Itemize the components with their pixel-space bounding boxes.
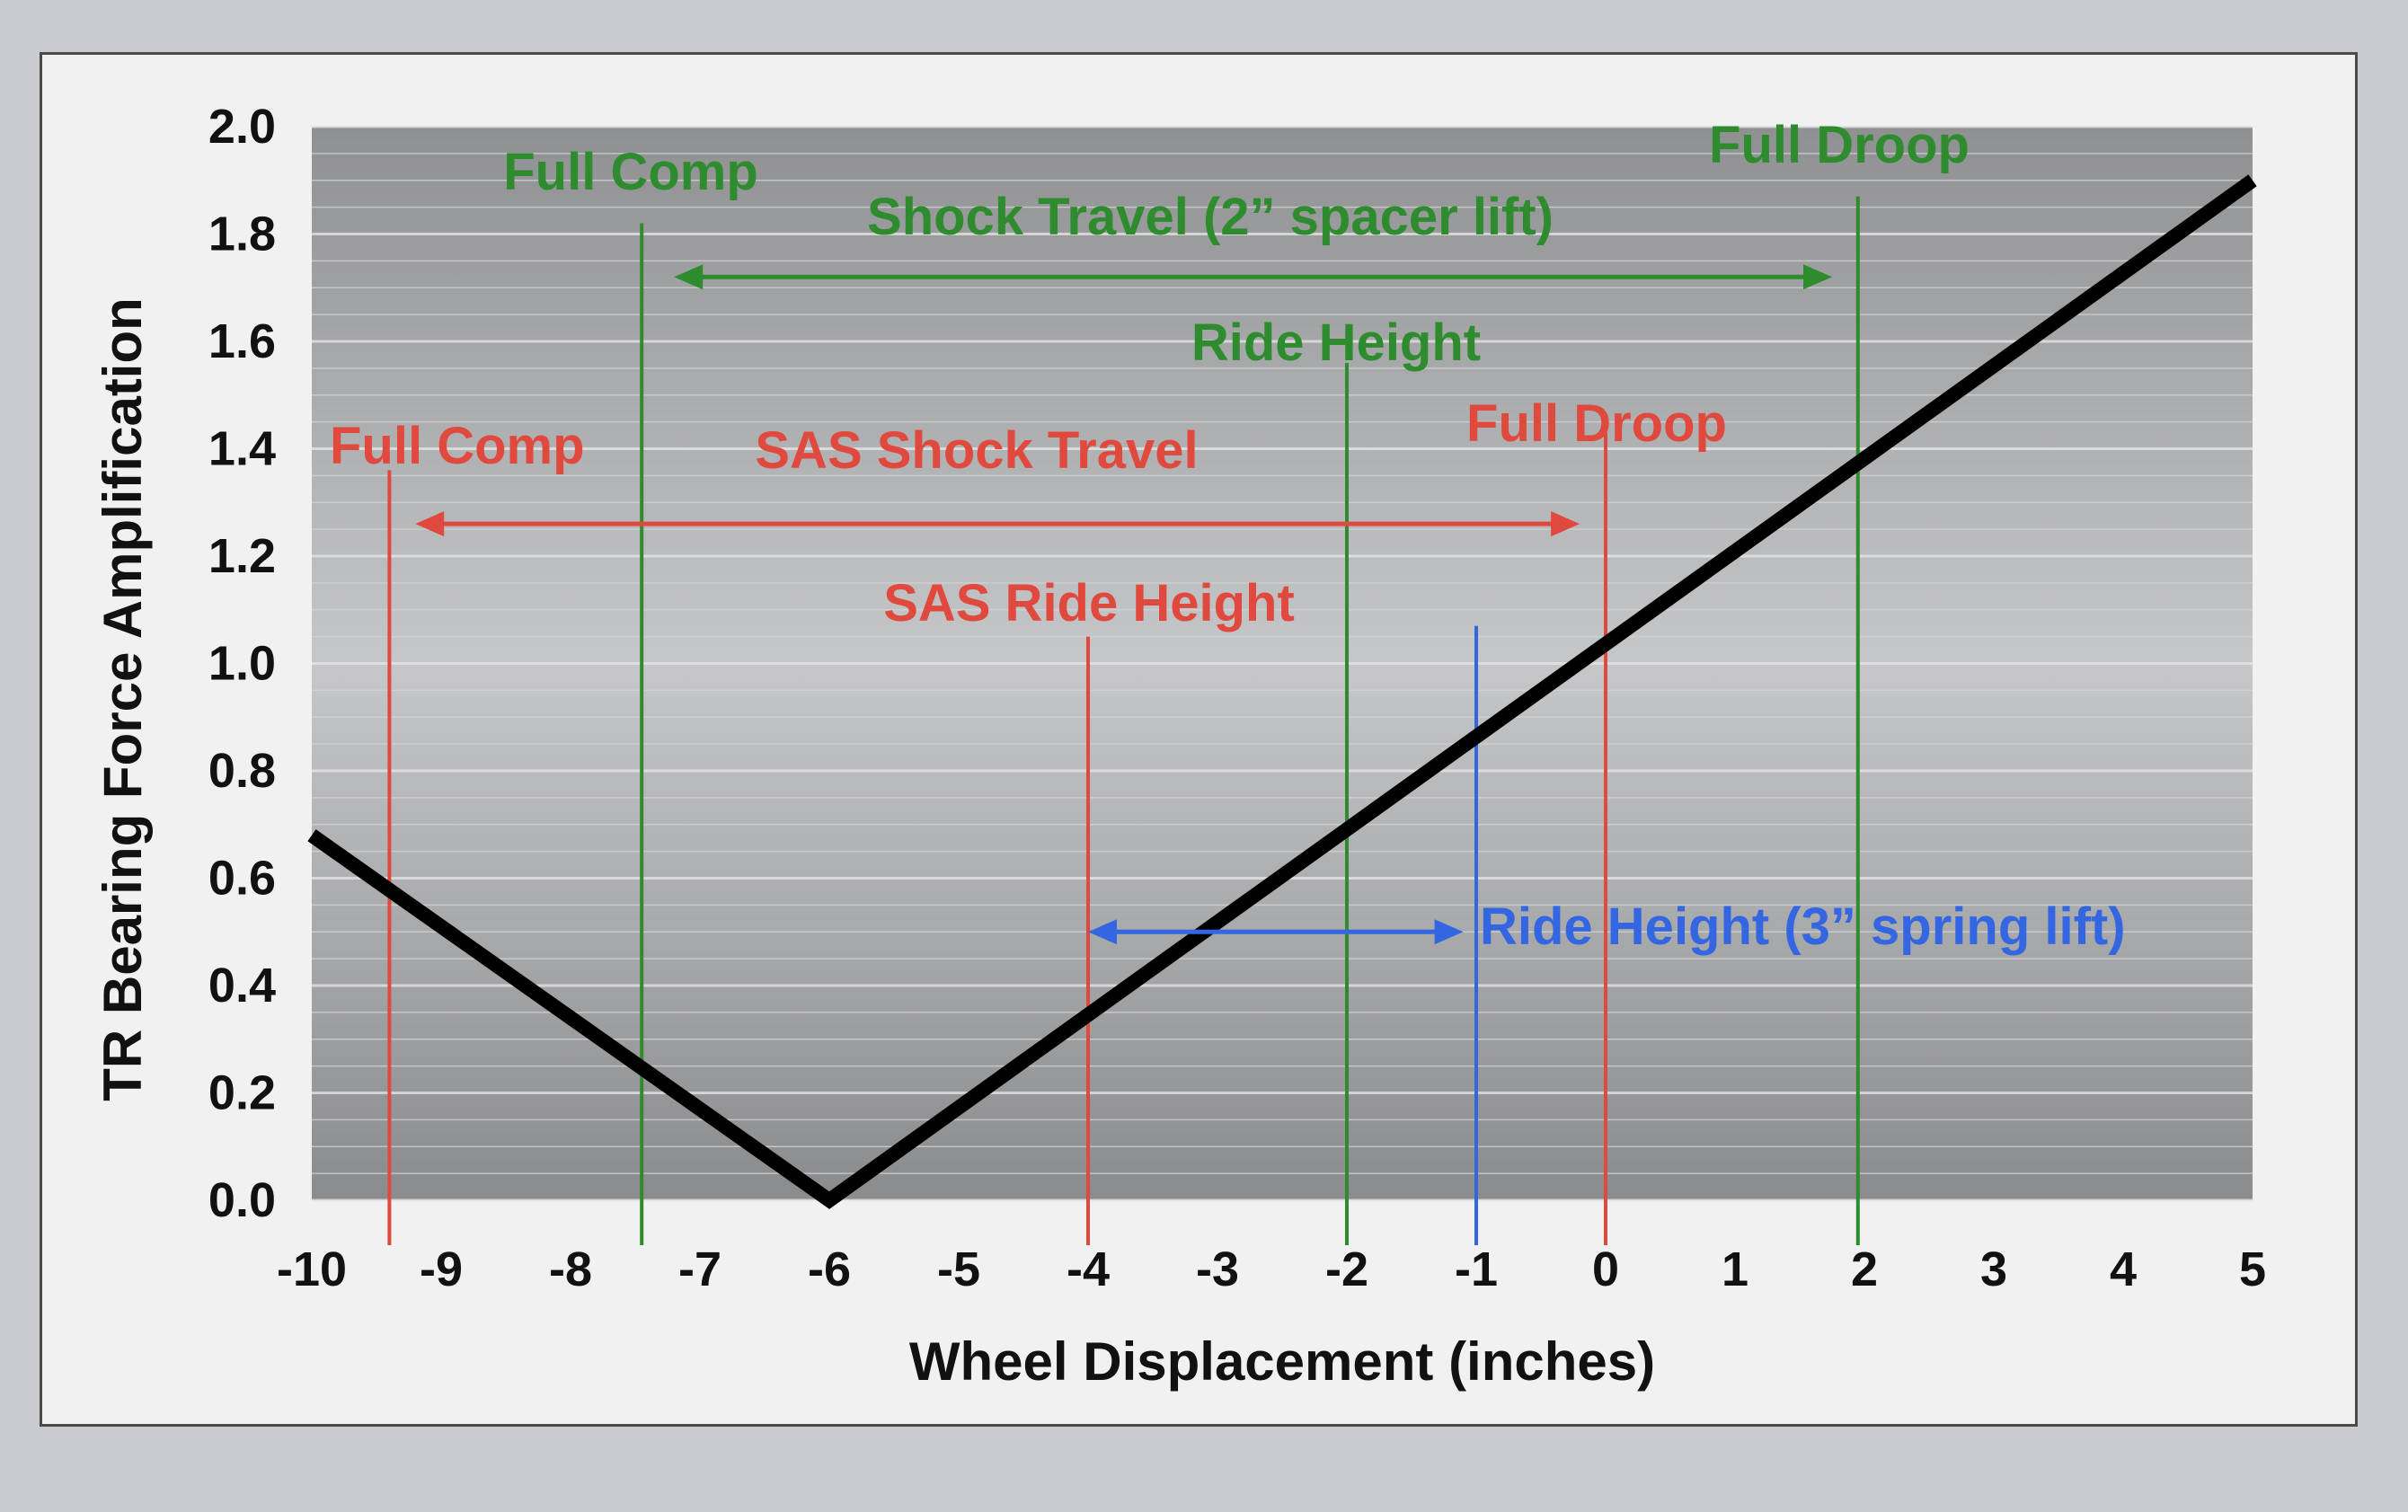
- y-tick-label: 2.0: [208, 100, 276, 154]
- annotation-label: Ride Height: [1191, 314, 1481, 372]
- x-tick-label: -5: [937, 1242, 980, 1296]
- y-tick-label: 0.4: [208, 959, 276, 1012]
- y-tick-label: 1.0: [208, 637, 276, 691]
- chart-svg: 0.00.20.40.60.81.01.21.41.61.82.0 -10 -9-…: [93, 100, 2266, 1392]
- x-tick-label: -1: [1455, 1242, 1498, 1296]
- y-tick-label: 0.2: [208, 1066, 276, 1120]
- arrow-head-left: [1088, 919, 1117, 945]
- x-tick-label: -2: [1325, 1242, 1368, 1296]
- x-tick-label: -3: [1196, 1242, 1239, 1296]
- arrow-head-right: [1803, 264, 1832, 290]
- annotation-label: Full Comp: [330, 417, 585, 475]
- x-tick-label: 4: [2110, 1242, 2137, 1296]
- x-tick-label: -4: [1067, 1242, 1110, 1296]
- arrow-head-right: [1551, 511, 1580, 537]
- chart-frame: 0.0 0.2 0.4 0.6 0.8 1.0 1.2 1.4 1.6 1.8 2.0 -10 -9-…: [40, 52, 2358, 1427]
- x-tick-label: -8: [549, 1242, 592, 1296]
- x-tick-label: 5: [2239, 1242, 2266, 1296]
- annotation-label: SAS Ride Height: [883, 574, 1295, 632]
- annotation-label: Shock Travel (2” spacer lift): [867, 188, 1554, 246]
- series-line: [307, 174, 2257, 1209]
- arrow-head-left: [415, 511, 445, 537]
- annotation-label: SAS Shock Travel: [755, 421, 1198, 480]
- annotation-labels: Full Comp SAS Ride Height Full Droop Full C…: [330, 116, 2126, 956]
- y-tick-label: 1.2: [208, 529, 276, 583]
- y-tick-label: 0.8: [208, 744, 276, 798]
- annotation-label: Full Droop: [1466, 394, 1727, 453]
- x-tick-label: 1: [1722, 1242, 1748, 1296]
- x-tick-label: -7: [678, 1242, 722, 1296]
- y-tick-label: 1.4: [208, 422, 276, 476]
- x-tick-label: 2: [1851, 1242, 1878, 1296]
- x-axis-ticks: -10 -9 -8 -7 -6 -5 -4 -3 -2 -1 0 1 2 3 4 5: [277, 1242, 2266, 1296]
- annotation-label: Full Droop: [1709, 116, 1970, 174]
- y-tick-label: 0.0: [208, 1173, 276, 1227]
- y-tick-label: 1.8: [208, 208, 276, 261]
- x-axis-title: Wheel Displacement (inches): [909, 1331, 1655, 1392]
- annotation-label: Full Comp: [503, 143, 758, 201]
- y-tick-label: 0.6: [208, 852, 276, 906]
- series-layer: [307, 174, 2257, 1209]
- x-tick-label: -10: [277, 1242, 347, 1296]
- x-tick-label: -9: [420, 1242, 463, 1296]
- y-tick-label: 1.6: [208, 314, 276, 368]
- y-axis-ticks: 0.0 0.2 0.4 0.6 0.8 1.0 1.2 1.4 1.6 1.8 2.0: [208, 100, 276, 1227]
- x-tick-label: 0: [1592, 1242, 1619, 1296]
- x-tick-label: 3: [1980, 1242, 2007, 1296]
- annotation-arrows: [415, 264, 1832, 945]
- arrow-head-right: [1434, 919, 1464, 945]
- y-axis-title: TR Bearing Force Amplification: [93, 297, 153, 1101]
- annotation-label: Ride Height (3” spring lift): [1480, 897, 2126, 956]
- x-tick-label: -6: [808, 1242, 851, 1296]
- arrow-head-left: [674, 264, 704, 290]
